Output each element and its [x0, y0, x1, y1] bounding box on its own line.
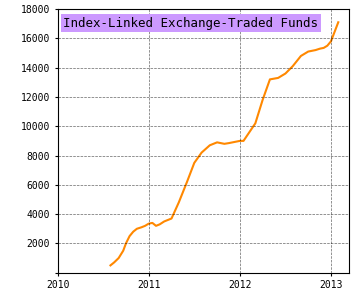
- Text: Index-Linked Exchange-Traded Funds: Index-Linked Exchange-Traded Funds: [63, 17, 319, 30]
